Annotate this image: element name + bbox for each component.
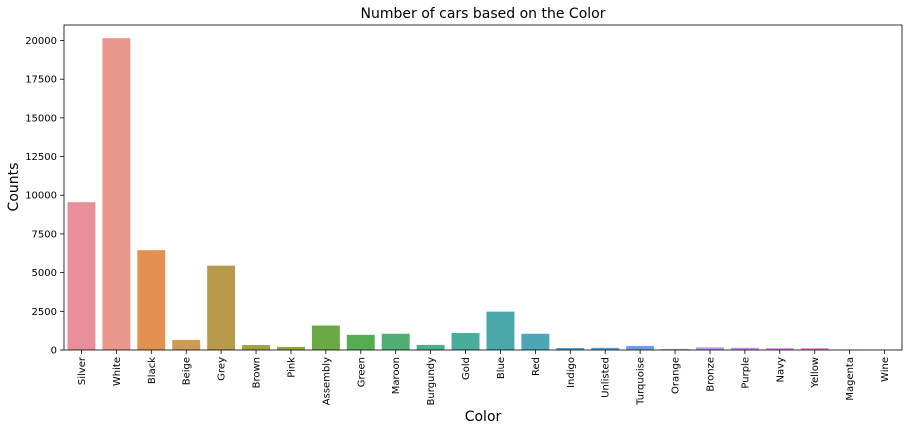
y-tick-label: 7500 bbox=[32, 229, 57, 240]
bar-assembly bbox=[311, 325, 340, 350]
x-tick-label: Bronze bbox=[705, 357, 716, 392]
bars-group bbox=[67, 38, 899, 351]
x-tick-label: Orange bbox=[671, 357, 682, 394]
bar-green bbox=[346, 334, 375, 350]
x-axis-title: Color bbox=[465, 409, 502, 425]
bar-black bbox=[137, 250, 166, 350]
x-tick-label: Indigo bbox=[566, 357, 577, 388]
x-tick-label: Purple bbox=[740, 357, 751, 389]
bar-orange bbox=[661, 349, 689, 350]
y-axis-title: Counts bbox=[6, 163, 22, 212]
x-tick-label: Pink bbox=[286, 357, 297, 378]
x-axis-ticks: Silver White Black Beige Grey Brown Pink Assemb… bbox=[77, 350, 891, 406]
x-tick-label: Black bbox=[147, 357, 158, 384]
bar-indigo bbox=[556, 347, 585, 350]
chart-title: Number of cars based on the Color bbox=[361, 6, 606, 22]
x-tick-label: Grey bbox=[217, 357, 228, 381]
bar-burgundy bbox=[416, 344, 445, 350]
y-tick-label: 10000 bbox=[25, 191, 57, 202]
y-tick-label: 12500 bbox=[25, 152, 57, 163]
y-tick-label: 17500 bbox=[25, 75, 57, 86]
x-tick-label: Beige bbox=[182, 357, 193, 385]
x-tick-label: Brown bbox=[252, 357, 263, 388]
x-tick-label: Assembly bbox=[321, 357, 332, 405]
bar-silver bbox=[67, 202, 96, 350]
x-tick-label: Wine bbox=[880, 357, 891, 382]
bar-maroon bbox=[381, 333, 410, 350]
y-axis-ticks: 0 2500 5000 7500 10000 12500 15000 17500 20000 bbox=[25, 36, 64, 357]
x-tick-label: Maroon bbox=[391, 357, 402, 394]
bar-bronze bbox=[695, 347, 724, 350]
y-tick-label: 15000 bbox=[25, 113, 57, 124]
x-tick-label: Turquoise bbox=[636, 357, 647, 406]
bar-gold bbox=[451, 332, 480, 350]
x-tick-label: Burgundy bbox=[426, 357, 437, 406]
x-tick-label: White bbox=[112, 357, 123, 386]
x-tick-label: Magenta bbox=[845, 357, 856, 401]
x-tick-label: Yellow bbox=[810, 357, 821, 389]
x-tick-label: Green bbox=[356, 357, 367, 387]
x-tick-label: Red bbox=[531, 357, 542, 376]
plot-area-frame bbox=[63, 24, 903, 351]
bar-grey bbox=[207, 265, 236, 350]
y-tick-label: 20000 bbox=[25, 36, 57, 47]
bar-red bbox=[521, 333, 550, 350]
bar-white bbox=[102, 38, 131, 351]
x-tick-label: Silver bbox=[77, 356, 88, 385]
bar-blue bbox=[486, 311, 515, 350]
bar-turquoise bbox=[626, 345, 655, 350]
bar-purple bbox=[730, 347, 759, 350]
x-tick-label: Blue bbox=[496, 357, 507, 379]
bar-pink bbox=[276, 346, 305, 350]
x-tick-label: Unlisted bbox=[601, 357, 612, 398]
bar-brown bbox=[242, 345, 270, 350]
bar-beige bbox=[172, 339, 201, 350]
x-tick-label: Navy bbox=[775, 357, 786, 383]
y-tick-label: 0 bbox=[51, 346, 57, 357]
y-tick-label: 2500 bbox=[32, 307, 57, 318]
bar-unlisted bbox=[591, 347, 620, 350]
y-tick-label: 5000 bbox=[32, 268, 57, 279]
bar-navy bbox=[765, 348, 794, 350]
x-tick-label: Gold bbox=[461, 357, 472, 380]
bar-yellow bbox=[800, 348, 829, 350]
